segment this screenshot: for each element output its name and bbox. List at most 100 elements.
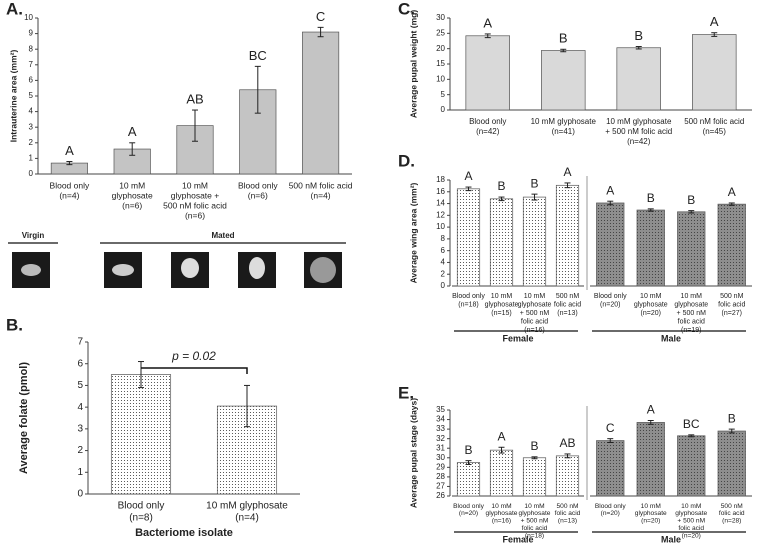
y-tick-label: 2: [441, 269, 446, 278]
x-tick-label: (n=42): [476, 127, 500, 136]
bar: [465, 35, 510, 111]
x-axis-label: Bacteriome isolate: [135, 527, 233, 539]
y-tick-label: 29: [436, 462, 445, 471]
y-tick-label: 14: [436, 199, 445, 208]
x-tick-label: (n=28): [722, 518, 741, 525]
x-tick-label: 500 nM folic acid: [289, 180, 353, 190]
error-bar: [484, 33, 491, 39]
y-axis-label: Average pupal stage (days): [408, 398, 418, 508]
y-axis-label: Average folate (pmol): [18, 362, 30, 474]
y-tick-label: 26: [436, 491, 445, 500]
x-tick-label: glyphosate: [518, 301, 552, 308]
image-blob: [112, 264, 134, 276]
panel-label: B.: [6, 315, 23, 334]
error-bar: [192, 109, 198, 142]
significance-letter: B: [530, 439, 538, 453]
x-tick-label: (n=16): [492, 518, 511, 525]
y-tick-label: 3: [29, 122, 34, 131]
x-tick-label: (n=13): [557, 310, 577, 317]
bar: [692, 34, 737, 111]
x-tick-label: (n=6): [185, 210, 205, 220]
error-bar: [688, 210, 695, 214]
error-bar: [647, 420, 654, 425]
y-tick-label: 27: [436, 482, 445, 491]
y-tick-label: 35: [436, 405, 445, 414]
image-blob: [181, 258, 199, 278]
significance-letter: B: [728, 411, 736, 425]
y-tick-label: 2: [77, 445, 83, 456]
x-tick-label: 10 mM glyphosate: [606, 117, 672, 126]
y-tick-label: 32: [436, 434, 445, 443]
significance-letter: B: [687, 193, 695, 207]
x-tick-label: Blood only: [238, 180, 278, 190]
y-tick-label: 10: [436, 74, 445, 83]
error-bar: [607, 438, 614, 443]
y-tick-label: 16: [436, 187, 445, 196]
x-tick-label: folic acid: [555, 510, 581, 517]
specimen-images: [12, 252, 342, 288]
y-tick-label: 8: [29, 44, 34, 53]
x-tick-label: + 500 nM: [677, 518, 705, 525]
x-tick-label: glyphosate: [635, 510, 667, 517]
x-tick-label: (n=13): [558, 518, 577, 525]
significance-bracket: [141, 367, 248, 374]
group-label: Female: [502, 534, 533, 544]
y-tick-label: 33: [436, 424, 445, 433]
y-tick-label: 6: [77, 358, 83, 369]
bar: [555, 455, 580, 497]
y-tick-label: 0: [441, 105, 446, 114]
y-tick-label: 5: [29, 91, 34, 100]
x-tick-label: Blood only: [50, 180, 90, 190]
x-tick-label: (n=15): [491, 310, 511, 317]
significance-letter: B: [464, 443, 472, 457]
significance-letter: A: [497, 429, 505, 443]
x-tick-label: (n=20): [641, 518, 660, 525]
error-bar: [138, 361, 144, 389]
x-tick-label: Blood only: [594, 293, 627, 300]
bar: [522, 457, 547, 497]
x-tick-label: (n=41): [552, 127, 576, 136]
x-tick-label: Blood only: [453, 503, 484, 510]
significance-letter: A: [728, 185, 736, 199]
x-tick-label: glyphosate: [486, 510, 518, 517]
x-tick-label: 500 nM folic acid: [163, 200, 227, 210]
significance-letter: B: [497, 179, 505, 193]
panel-label: E.: [398, 383, 414, 402]
x-tick-label: Blood only: [452, 293, 485, 300]
x-tick-label: 10 mM: [119, 180, 145, 190]
y-tick-label: 2: [29, 138, 34, 147]
error-bar: [688, 434, 695, 438]
x-tick-label: glyphosate: [519, 510, 551, 517]
error-bar: [465, 186, 472, 192]
significance-letter: AB: [559, 436, 575, 450]
x-tick-label: 10 mM: [640, 293, 662, 300]
bar: [636, 422, 665, 497]
significance-letter: C: [606, 421, 615, 435]
bar: [456, 462, 481, 497]
x-tick-label: 10 mM: [491, 293, 513, 300]
y-tick-label: 0: [29, 169, 34, 178]
y-tick-label: 9: [29, 29, 34, 38]
x-tick-label: + 500 nM: [521, 518, 549, 525]
x-tick-label: (n=42): [627, 137, 651, 146]
x-tick-label: glyphosate: [634, 301, 668, 308]
x-tick-label: Blood only: [595, 503, 626, 510]
error-bar: [498, 446, 505, 454]
image-blob: [310, 257, 336, 283]
x-tick-label: 10 mM: [641, 503, 661, 510]
x-tick-label: (n=20): [682, 532, 701, 539]
y-tick-label: 20: [436, 44, 445, 53]
error-bar: [564, 453, 571, 459]
x-tick-label: 500 nM: [720, 293, 744, 300]
error-bar: [531, 193, 538, 201]
y-tick-label: 25: [436, 28, 445, 37]
x-tick-label: glyphosate: [112, 190, 153, 200]
x-tick-label: (n=8): [129, 513, 153, 524]
y-tick-label: 28: [436, 472, 445, 481]
error-bar: [607, 200, 614, 206]
x-tick-label: (n=20): [641, 310, 661, 317]
y-tick-label: 0: [77, 489, 83, 500]
error-bar: [254, 65, 261, 114]
x-tick-label: Blood only: [118, 501, 165, 512]
